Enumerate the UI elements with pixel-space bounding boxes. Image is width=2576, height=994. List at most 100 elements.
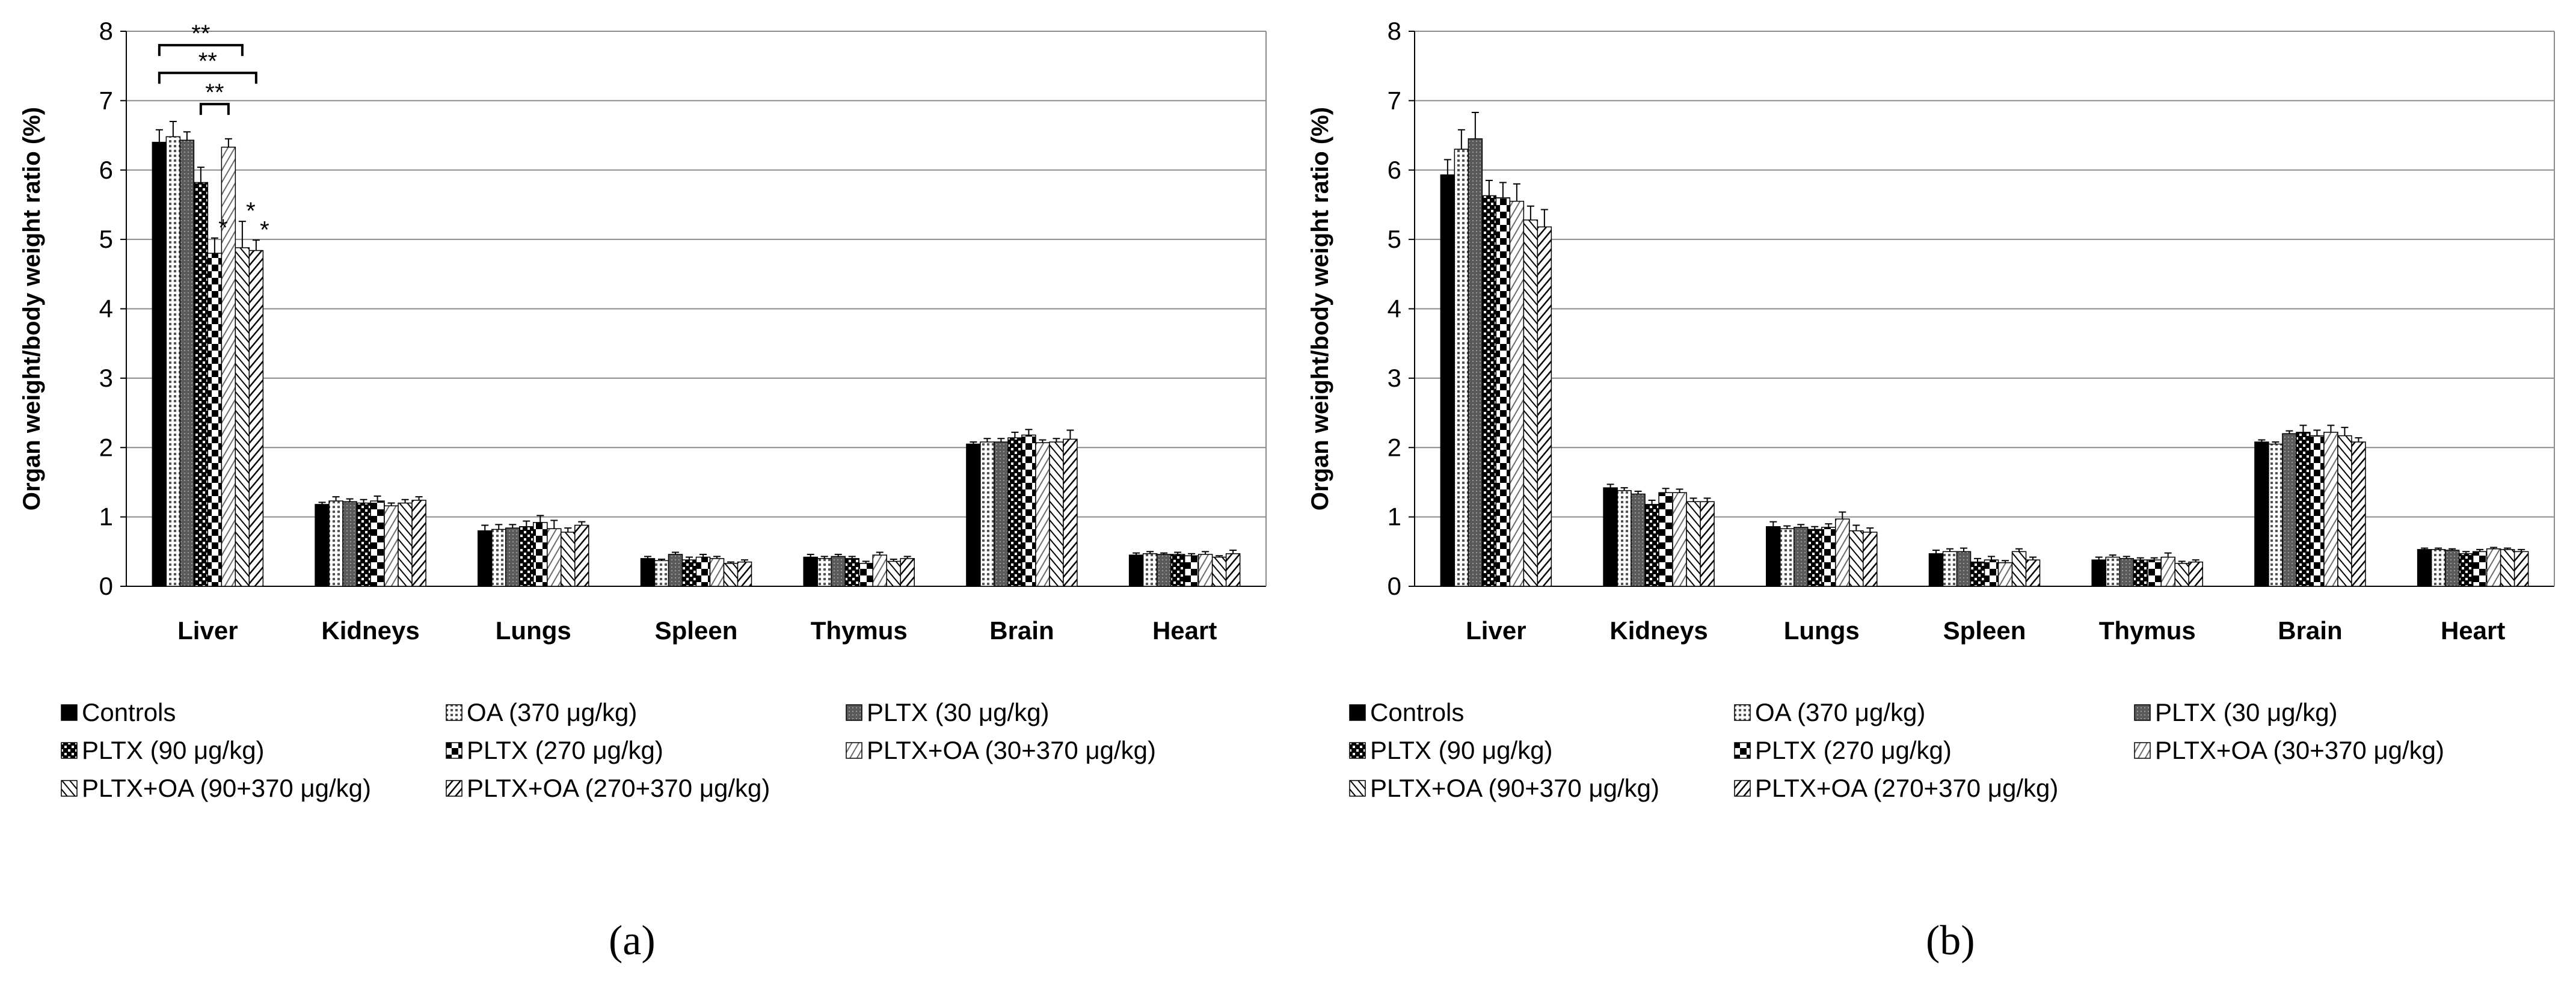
bar-brain-controls (966, 443, 981, 587)
bar-spleen-pltx-oa-90-370-g-kg (2011, 551, 2027, 587)
chart-panel-b: 0 1 2 3 4 5 6 7 8 Organ weight/body weight ratio … (1288, 0, 2576, 994)
bar-brain-pltx-90-g-kg (1007, 437, 1022, 587)
bar-brain-pltx-oa-90-370-g-kg (1049, 441, 1064, 587)
bar-thymus-pltx-30-g-kg (831, 556, 846, 587)
legend-label: PLTX (90 μg/kg) (82, 736, 265, 764)
bar-brain-pltx-oa-270-370-g-kg (2351, 441, 2366, 587)
bar-brain-pltx-270-g-kg (2310, 435, 2325, 587)
bar-thymus-pltx-270-g-kg (858, 563, 873, 587)
legend-swatch (2134, 704, 2151, 721)
y-tick-label: 5 (1388, 225, 1401, 253)
y-tick-label: 6 (1388, 156, 1401, 184)
bar-kidneys-pltx-30-g-kg (342, 501, 357, 587)
bar-spleen-pltx-270-g-kg (1984, 559, 1999, 587)
bar-thymus-pltx-oa-270-370-g-kg (900, 558, 915, 587)
x-tick-label-liver: Liver (177, 616, 238, 645)
y-tick-label: 4 (1388, 295, 1401, 323)
bar-heart-pltx-90-g-kg (1170, 554, 1185, 587)
bar-lungs-controls (478, 530, 493, 587)
bar-brain-controls (2254, 441, 2269, 587)
x-tick-label-lungs: Lungs (1784, 616, 1860, 645)
bar-lungs-oa-370-g-kg (1780, 528, 1795, 587)
legend-label: OA (370 μg/kg) (1755, 698, 1926, 726)
legend-item-controls: Controls (1348, 698, 1464, 728)
y-tick-label: 6 (99, 156, 113, 184)
legend-swatch (1734, 742, 1751, 759)
significance-label: ** (191, 20, 210, 47)
bar-thymus-pltx-oa-270-370-g-kg (2188, 561, 2203, 587)
bar-thymus-pltx-90-g-kg (844, 558, 859, 587)
legend-label: PLTX+OA (270+370 μg/kg) (1755, 774, 2059, 802)
y-tick-label: 5 (99, 225, 113, 253)
x-tick-label-thymus: Thymus (2099, 616, 2196, 645)
bar-liver-controls (1440, 174, 1456, 587)
bar-brain-pltx-oa-90-370-g-kg (2337, 435, 2352, 587)
bar-spleen-pltx-90-g-kg (681, 559, 697, 587)
bar-spleen-pltx-90-g-kg (1970, 561, 1985, 587)
bar-thymus-controls (2091, 559, 2106, 587)
bar-heart-pltx-90-g-kg (2458, 553, 2474, 587)
legend-label: PLTX+OA (30+370 μg/kg) (2155, 736, 2445, 764)
legend-item-pltx-oa-270-370-g-kg: PLTX+OA (270+370 μg/kg) (445, 773, 770, 803)
significance-bracket (199, 103, 230, 115)
legend-swatch (2134, 742, 2151, 759)
bar-kidneys-pltx-270-g-kg (370, 500, 385, 587)
legend-label: PLTX (270 μg/kg) (1755, 736, 1952, 764)
legend-label: PLTX+OA (30+370 μg/kg) (867, 736, 1157, 764)
bar-kidneys-pltx-oa-90-370-g-kg (1686, 501, 1701, 587)
bar-kidneys-pltx-oa-30-370-g-kg (384, 505, 399, 587)
bar-kidneys-controls (315, 504, 330, 587)
legend-swatch (846, 742, 862, 759)
bar-liver-controls (152, 141, 167, 587)
bar-spleen-pltx-30-g-kg (668, 554, 683, 587)
significance-label: ** (205, 79, 224, 106)
bar-thymus-pltx-oa-30-370-g-kg (2160, 556, 2175, 587)
bar-thymus-oa-370-g-kg (2105, 556, 2120, 587)
significance-bracket (158, 44, 244, 57)
bar-brain-pltx-oa-270-370-g-kg (1063, 438, 1078, 587)
x-tick-label-spleen: Spleen (1943, 616, 2026, 645)
legend-item-controls: Controls (60, 698, 176, 728)
bar-thymus-pltx-oa-90-370-g-kg (886, 560, 901, 587)
legend-label: PLTX (30 μg/kg) (867, 698, 1050, 726)
significance-star: * (260, 216, 269, 243)
bar-liver-pltx-270-g-kg (1495, 197, 1511, 587)
bar-heart-pltx-oa-90-370-g-kg (2500, 549, 2515, 587)
legend-b: Controls OA (370 μg/kg) PLTX (30 μg/kg) PLT… (1348, 698, 2551, 842)
x-tick-label-heart: Heart (2441, 616, 2505, 645)
bar-lungs-pltx-90-g-kg (1807, 529, 1822, 587)
bar-thymus-pltx-270-g-kg (2147, 559, 2162, 587)
legend-a: Controls OA (370 μg/kg) PLTX (30 μg/kg) PLT… (60, 698, 1263, 842)
bar-liver-oa-370-g-kg (1454, 149, 1469, 587)
bar-liver-pltx-90-g-kg (193, 182, 209, 587)
legend-label: PLTX+OA (90+370 μg/kg) (82, 774, 372, 802)
bar-liver-pltx-30-g-kg (179, 140, 195, 587)
bar-heart-pltx-270-g-kg (1184, 555, 1199, 587)
significance-bracket (158, 72, 257, 84)
x-tick-label-kidneys: Kidneys (1609, 616, 1708, 645)
panel-label-b: (b) (1926, 918, 1975, 964)
bar-spleen-pltx-270-g-kg (695, 556, 711, 587)
legend-swatch (1349, 780, 1366, 797)
bar-lungs-pltx-30-g-kg (505, 527, 520, 587)
legend-swatch (1734, 780, 1751, 797)
bar-lungs-pltx-oa-30-370-g-kg (547, 528, 562, 587)
y-tick-label: 0 (1388, 572, 1401, 600)
bar-kidneys-pltx-90-g-kg (356, 502, 371, 587)
legend-swatch (1349, 704, 1366, 721)
bar-liver-pltx-oa-270-370-g-kg (1537, 226, 1552, 587)
legend-item-pltx-oa-30-370-g-kg: PLTX+OA (30+370 μg/kg) (845, 735, 1156, 765)
bar-spleen-pltx-oa-270-370-g-kg (2025, 559, 2041, 587)
y-tick-label: 3 (99, 364, 113, 392)
y-tick-label: 8 (99, 17, 113, 45)
legend-label: Controls (82, 698, 176, 726)
bar-heart-pltx-oa-30-370-g-kg (2486, 548, 2501, 587)
bar-lungs-oa-370-g-kg (491, 529, 506, 587)
x-tick-label-brain: Brain (989, 616, 1054, 645)
y-tick-label: 0 (99, 572, 113, 600)
legend-swatch (446, 704, 463, 721)
bar-brain-pltx-30-g-kg (994, 441, 1009, 587)
legend-item-pltx-270-g-kg: PLTX (270 μg/kg) (1733, 735, 1952, 765)
legend-swatch (1734, 704, 1751, 721)
bar-thymus-pltx-oa-30-370-g-kg (872, 554, 887, 587)
